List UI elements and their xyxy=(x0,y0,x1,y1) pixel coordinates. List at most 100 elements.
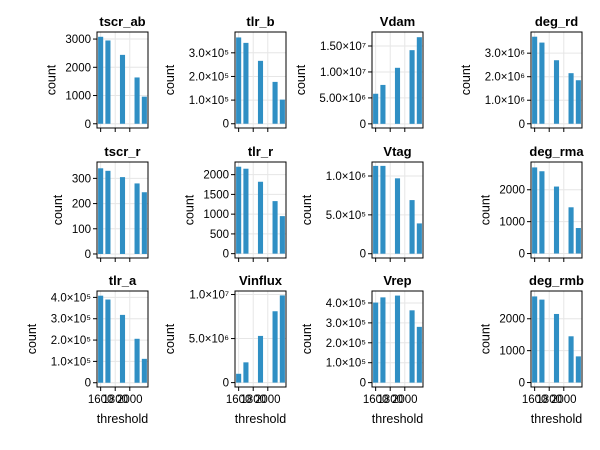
bar xyxy=(394,295,401,383)
bar xyxy=(236,373,242,383)
bar xyxy=(409,310,415,383)
y-axis-label: count xyxy=(182,194,196,225)
y-tick-label: 0 xyxy=(85,378,91,390)
bar xyxy=(532,296,538,383)
chart-title: deg_rmb xyxy=(529,273,584,288)
x-tick-label: 1800 xyxy=(536,394,562,406)
bar xyxy=(243,362,249,383)
bar xyxy=(373,165,379,254)
bar xyxy=(553,60,560,124)
plot-frame xyxy=(530,290,583,388)
y-tick-label: 1.00×10⁷ xyxy=(320,67,366,79)
chart-title: tscr_ab xyxy=(99,14,145,29)
bar xyxy=(257,335,264,383)
x-axis-label: threshold xyxy=(372,412,423,426)
bar xyxy=(134,338,140,383)
bar xyxy=(380,297,386,383)
bar xyxy=(416,37,422,124)
plot-frame xyxy=(371,161,424,259)
bar xyxy=(575,356,581,383)
bar xyxy=(98,36,104,124)
chart-title: tlr_b xyxy=(246,14,274,29)
y-tick-label: 0 xyxy=(85,249,91,261)
y-tick-label: 1.0×10⁶ xyxy=(485,95,525,107)
x-tick-label: 1800 xyxy=(102,394,128,406)
x-tick-label: 2000 xyxy=(117,394,143,406)
y-tick-label: 1.0×10⁵ xyxy=(326,358,366,370)
bar xyxy=(416,326,422,383)
bar xyxy=(119,54,126,124)
y-tick-label: 0 xyxy=(85,119,91,131)
y-tick-label: 1000 xyxy=(203,209,229,221)
chart-title: Vdam xyxy=(380,14,415,29)
x-tick-label: 2000 xyxy=(255,394,281,406)
bar xyxy=(380,165,386,254)
y-tick-label: 1500 xyxy=(203,189,229,201)
y-tick-label: 2000 xyxy=(65,62,91,74)
y-tick-label: 200 xyxy=(72,199,91,211)
y-axis-label: count xyxy=(478,194,492,225)
bar xyxy=(272,81,278,124)
bar xyxy=(539,299,545,383)
y-tick-label: 4.0×10⁵ xyxy=(51,292,91,304)
chart-title: tlr_a xyxy=(109,273,137,288)
bar xyxy=(394,178,401,254)
plot-frame xyxy=(530,31,583,129)
y-axis-label: count xyxy=(25,323,39,354)
bar xyxy=(568,336,574,383)
x-axis-label: threshold xyxy=(531,412,582,426)
bar xyxy=(141,96,147,124)
y-tick-label: 5.0×10⁶ xyxy=(189,334,229,346)
bar xyxy=(141,358,147,383)
y-tick-label: 3.0×10⁶ xyxy=(485,48,525,60)
y-axis-label: count xyxy=(459,64,473,95)
y-tick-label: 1000 xyxy=(65,91,91,103)
bar xyxy=(553,313,560,383)
bar xyxy=(575,80,581,124)
x-tick-label: 1800 xyxy=(240,394,266,406)
bar xyxy=(236,166,242,254)
y-axis-label: count xyxy=(51,194,65,225)
bar xyxy=(272,311,278,383)
bar xyxy=(409,200,415,254)
chart-title: deg_rma xyxy=(529,144,584,159)
plot-frame xyxy=(234,31,287,129)
y-tick-label: 0 xyxy=(360,119,366,131)
y-tick-label: 5.0×10⁵ xyxy=(326,210,366,222)
plot-frame xyxy=(96,290,149,388)
y-tick-label: 0 xyxy=(519,378,525,390)
bar xyxy=(98,168,104,254)
bar xyxy=(553,186,560,254)
bar xyxy=(134,183,140,254)
y-tick-label: 3.0×10⁵ xyxy=(326,318,366,330)
y-tick-label: 0 xyxy=(223,378,229,390)
panel-vrep: 0 1.0×10⁵ 2.0×10⁵ 3.0×10⁵ 4.0×10⁵ 16001800200… xyxy=(300,273,424,426)
x-tick-label: 2000 xyxy=(392,394,418,406)
bar xyxy=(105,170,111,254)
y-tick-label: 0 xyxy=(223,249,229,261)
y-tick-label: 0 xyxy=(360,249,366,261)
bar xyxy=(257,181,264,254)
y-tick-label: 2000 xyxy=(203,170,229,182)
y-axis-label: count xyxy=(294,64,308,95)
bar xyxy=(539,171,545,254)
y-tick-label: 2.0×10⁶ xyxy=(485,72,525,84)
y-tick-label: 500 xyxy=(210,229,229,241)
chart-title: tscr_r xyxy=(104,144,140,159)
panel-vtag: 0 5.0×10⁵ 1.0×10⁶ Vtag count xyxy=(300,144,424,262)
y-tick-label: 1000 xyxy=(499,217,525,229)
x-tick-label: 1600 xyxy=(363,394,389,406)
bar xyxy=(416,223,422,254)
y-tick-label: 2.0×10⁵ xyxy=(189,71,229,83)
x-tick-label: 1600 xyxy=(522,394,548,406)
bar xyxy=(257,60,264,124)
chart-title: Vtag xyxy=(383,144,411,159)
y-axis-label: count xyxy=(478,323,492,354)
plot-frame xyxy=(371,31,424,129)
